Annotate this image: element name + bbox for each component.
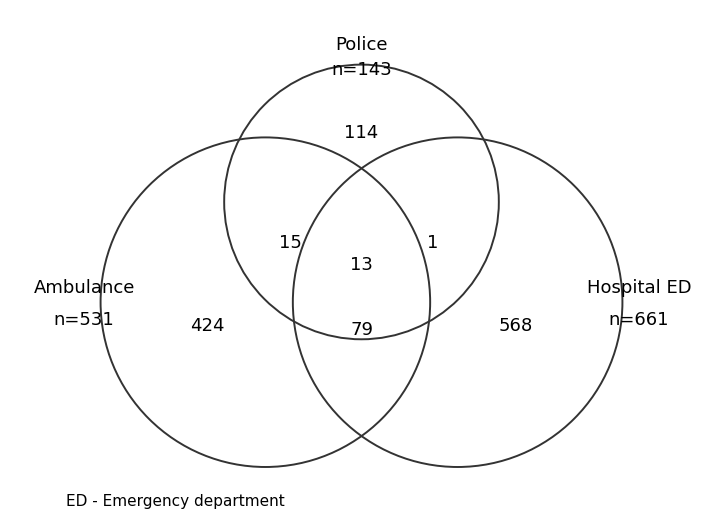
- Text: 1: 1: [427, 234, 439, 252]
- Text: ED - Emergency department: ED - Emergency department: [67, 494, 285, 509]
- Text: n=143: n=143: [331, 61, 392, 79]
- Text: Ambulance: Ambulance: [33, 279, 134, 298]
- Text: 114: 114: [344, 124, 379, 143]
- Text: Hospital ED: Hospital ED: [586, 279, 691, 298]
- Text: 79: 79: [350, 321, 373, 339]
- Text: 13: 13: [350, 256, 373, 274]
- Text: n=661: n=661: [609, 311, 669, 329]
- Text: 424: 424: [190, 316, 225, 335]
- Text: 568: 568: [498, 316, 532, 335]
- Text: n=531: n=531: [54, 311, 114, 329]
- Text: Police: Police: [335, 37, 388, 54]
- Text: 15: 15: [278, 234, 301, 252]
